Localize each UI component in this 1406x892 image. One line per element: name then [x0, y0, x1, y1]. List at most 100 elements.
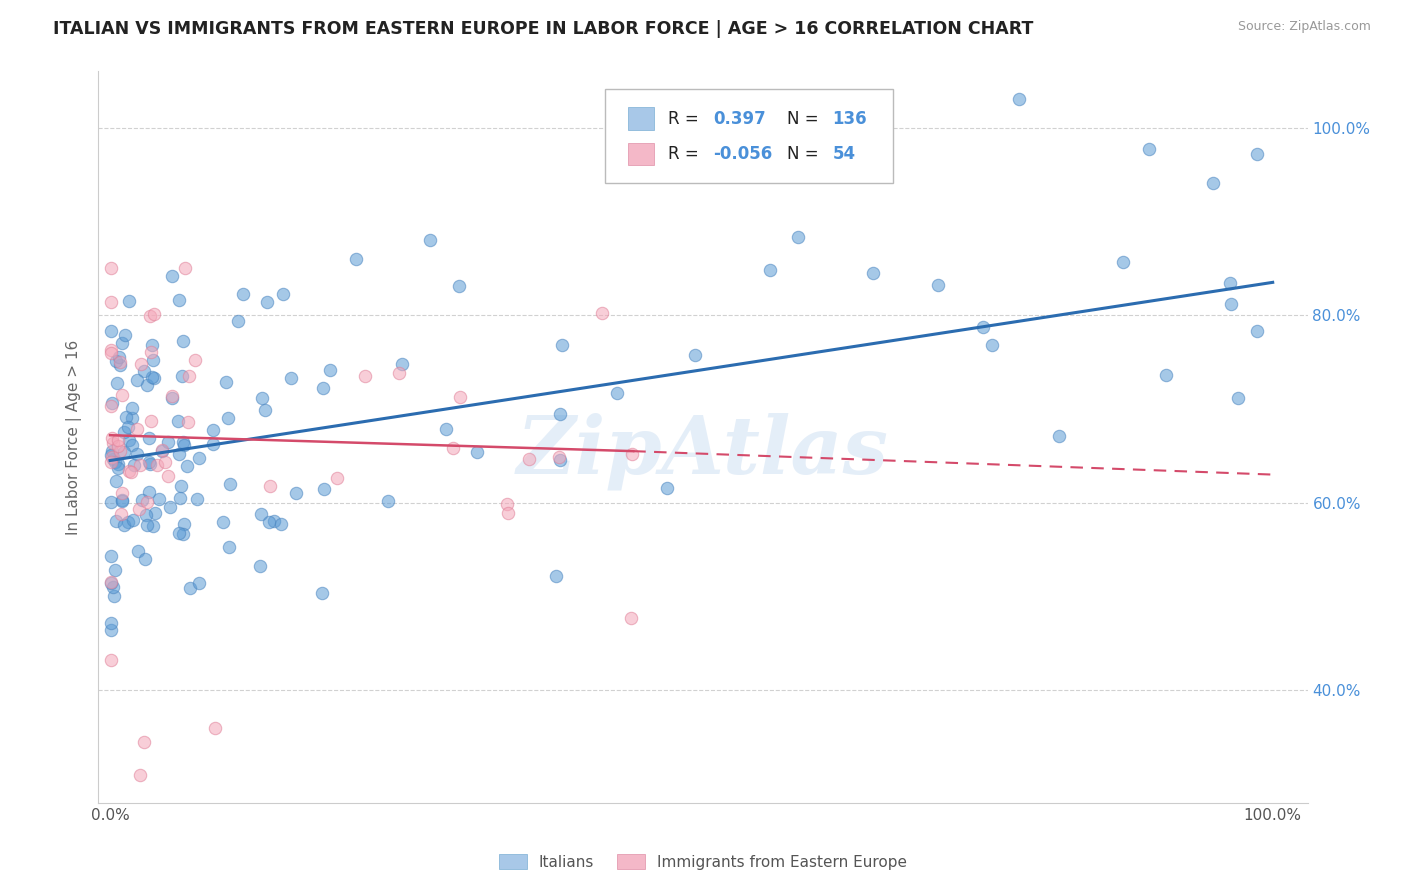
- Point: [1154, 368, 1177, 382]
- Point: [134, 552, 156, 566]
- Point: [972, 320, 994, 334]
- Point: [551, 338, 574, 352]
- Point: [129, 767, 152, 781]
- Point: [108, 358, 131, 372]
- Point: [311, 381, 333, 395]
- Point: [143, 506, 166, 520]
- Point: [218, 541, 240, 555]
- Point: [447, 278, 470, 293]
- Point: [167, 525, 190, 540]
- Point: [271, 287, 294, 301]
- Point: [927, 277, 949, 292]
- Point: [139, 457, 162, 471]
- Point: [1227, 391, 1250, 405]
- Point: [135, 378, 157, 392]
- Point: [100, 294, 122, 309]
- Point: [159, 500, 181, 514]
- Point: [187, 575, 209, 590]
- Point: [107, 458, 129, 472]
- Point: [103, 452, 125, 467]
- Point: [108, 355, 131, 369]
- Point: [212, 515, 235, 529]
- Point: [100, 575, 122, 590]
- Text: ZipAtlas: ZipAtlas: [517, 413, 889, 491]
- Legend: Italians, Immigrants from Eastern Europe: Italians, Immigrants from Eastern Europe: [494, 847, 912, 876]
- Text: 136: 136: [832, 110, 868, 128]
- Point: [100, 399, 122, 413]
- Point: [129, 357, 152, 371]
- Point: [142, 353, 165, 368]
- Point: [550, 453, 572, 467]
- Point: [1219, 297, 1241, 311]
- Point: [980, 338, 1002, 352]
- Point: [325, 470, 347, 484]
- Point: [100, 574, 122, 589]
- Point: [619, 611, 641, 625]
- Point: [100, 431, 122, 445]
- Point: [139, 414, 162, 428]
- Point: [138, 485, 160, 500]
- Point: [107, 461, 129, 475]
- Point: [104, 455, 127, 469]
- Point: [121, 401, 143, 415]
- Point: [118, 464, 141, 478]
- Point: [173, 517, 195, 532]
- Point: [122, 513, 145, 527]
- Point: [125, 447, 148, 461]
- Point: [167, 293, 190, 308]
- Point: [441, 441, 464, 455]
- Point: [176, 459, 198, 474]
- Point: [259, 478, 281, 492]
- Point: [256, 295, 278, 310]
- Point: [100, 343, 122, 357]
- Text: ITALIAN VS IMMIGRANTS FROM EASTERN EUROPE IN LABOR FORCE | AGE > 16 CORRELATION : ITALIAN VS IMMIGRANTS FROM EASTERN EUROP…: [53, 20, 1033, 37]
- Point: [129, 458, 152, 472]
- Point: [169, 491, 191, 505]
- Point: [121, 410, 143, 425]
- Point: [107, 433, 129, 447]
- Point: [657, 482, 679, 496]
- Text: -0.056: -0.056: [713, 145, 772, 163]
- Point: [135, 508, 157, 523]
- Point: [215, 376, 238, 390]
- Point: [110, 486, 132, 500]
- Text: R =: R =: [668, 145, 704, 163]
- Point: [548, 450, 571, 465]
- Point: [139, 344, 162, 359]
- Point: [111, 494, 134, 508]
- Point: [270, 516, 292, 531]
- Point: [145, 458, 167, 472]
- Point: [125, 422, 148, 436]
- Point: [160, 391, 183, 405]
- Point: [150, 443, 173, 458]
- Point: [311, 586, 333, 600]
- Point: [172, 434, 194, 449]
- Point: [100, 346, 122, 360]
- Point: [202, 437, 225, 451]
- Point: [101, 443, 124, 458]
- Point: [388, 366, 411, 380]
- Point: [862, 266, 884, 280]
- Point: [118, 293, 141, 308]
- Point: [103, 580, 125, 594]
- Point: [100, 549, 122, 563]
- Point: [434, 422, 457, 436]
- Point: [354, 369, 377, 384]
- Point: [100, 653, 122, 667]
- Point: [186, 491, 208, 506]
- Point: [103, 590, 125, 604]
- Point: [142, 518, 165, 533]
- Point: [100, 324, 122, 338]
- Point: [101, 450, 124, 464]
- Point: [204, 721, 226, 735]
- Point: [136, 517, 159, 532]
- Point: [134, 735, 156, 749]
- Point: [105, 376, 128, 390]
- Point: [377, 493, 399, 508]
- Point: [172, 334, 194, 349]
- Text: 54: 54: [832, 145, 855, 163]
- Point: [167, 447, 190, 461]
- Point: [1246, 324, 1268, 338]
- Point: [100, 495, 122, 509]
- Point: [176, 415, 198, 429]
